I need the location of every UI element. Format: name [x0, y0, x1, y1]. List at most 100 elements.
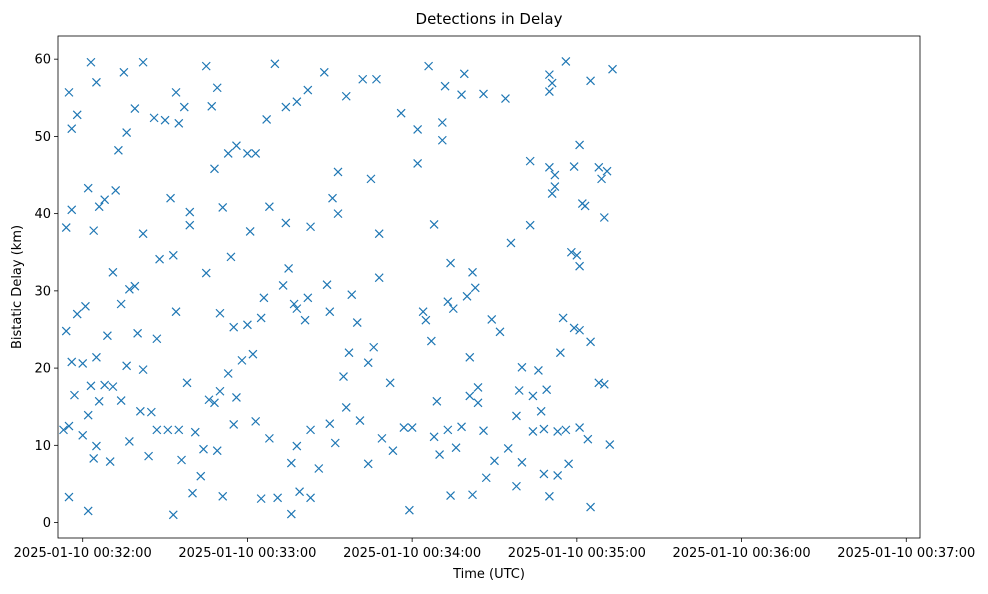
data-point [270, 59, 280, 69]
data-point [64, 87, 74, 97]
data-point [303, 85, 313, 95]
data-point [306, 425, 315, 435]
data-point [363, 358, 373, 368]
data-point [374, 273, 384, 283]
data-point [108, 382, 118, 392]
data-point [512, 411, 521, 421]
data-point [341, 403, 351, 412]
chart-title: Detections in Delay [416, 10, 563, 28]
data-point [341, 91, 351, 101]
data-point [251, 148, 261, 158]
data-point [539, 424, 549, 434]
data-point [306, 222, 315, 232]
data-point [278, 281, 288, 290]
data-point [547, 78, 557, 88]
data-point [553, 426, 563, 436]
data-point [229, 420, 239, 429]
data-point [83, 183, 93, 193]
data-point [92, 441, 101, 451]
data-point [580, 201, 590, 211]
x-tick-label: 2025-01-10 00:33:00 [178, 546, 316, 561]
data-point [429, 220, 439, 229]
data-point [561, 425, 571, 435]
data-point [174, 425, 184, 435]
data-point [448, 304, 458, 314]
data-point [325, 307, 335, 317]
data-point [506, 238, 516, 248]
data-point [67, 357, 77, 367]
data-point [432, 396, 442, 406]
data-point [544, 162, 554, 172]
data-point [517, 457, 527, 467]
data-point [232, 141, 241, 151]
data-point [594, 378, 604, 388]
data-point [503, 443, 513, 453]
data-point [421, 315, 431, 325]
data-point [446, 491, 455, 500]
data-point [182, 378, 192, 388]
data-point [92, 77, 101, 87]
data-point [468, 490, 477, 500]
data-point [429, 432, 439, 442]
data-point [92, 352, 101, 362]
y-tick-label: 50 [34, 130, 51, 145]
data-point [512, 481, 521, 491]
data-point [369, 342, 379, 352]
data-point [166, 193, 175, 203]
data-point [168, 250, 178, 260]
data-point [569, 162, 579, 171]
data-point [407, 423, 417, 432]
data-point [440, 81, 450, 91]
data-point [374, 229, 384, 239]
data-point [102, 331, 112, 341]
data-point [256, 494, 266, 504]
data-point [61, 223, 71, 232]
data-point [465, 391, 475, 401]
data-point [339, 372, 348, 382]
y-tick-label: 0 [43, 516, 51, 531]
data-point [473, 398, 483, 408]
data-point [468, 267, 477, 277]
data-point [426, 336, 436, 346]
data-point [575, 261, 585, 271]
data-point [597, 174, 606, 184]
data-point [72, 110, 82, 120]
data-point [566, 247, 576, 257]
data-point [218, 491, 228, 501]
data-point [396, 108, 406, 118]
data-point [119, 67, 129, 77]
data-point [286, 509, 296, 519]
data-point [470, 283, 480, 293]
data-point [443, 297, 453, 307]
data-point [525, 156, 535, 166]
data-point [138, 229, 148, 239]
data-point [78, 359, 88, 368]
data-point [586, 502, 595, 512]
data-point [481, 473, 491, 483]
data-point [605, 440, 615, 449]
data-point [232, 393, 241, 402]
data-point [281, 102, 291, 112]
data-point [138, 57, 148, 67]
data-point [155, 254, 164, 264]
y-tick-label: 10 [34, 439, 51, 454]
data-point [550, 182, 560, 192]
data-point [113, 145, 123, 155]
data-point [322, 280, 332, 290]
data-point [459, 69, 469, 79]
data-point [377, 433, 387, 443]
data-point [108, 267, 118, 277]
data-point [284, 264, 294, 273]
data-point [146, 407, 156, 417]
data-point [188, 488, 197, 498]
data-point [355, 416, 365, 426]
data-point [295, 487, 305, 497]
data-point [168, 510, 178, 520]
data-point [413, 159, 423, 168]
data-point [528, 391, 538, 401]
data-point [586, 337, 595, 347]
data-point [229, 322, 239, 332]
data-point [251, 416, 261, 426]
